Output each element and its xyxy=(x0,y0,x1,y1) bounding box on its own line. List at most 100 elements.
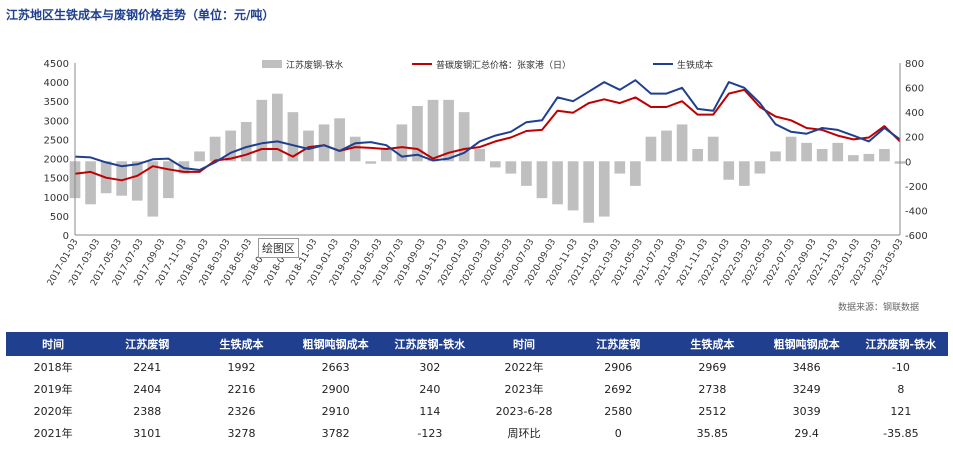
bar-mark xyxy=(536,161,548,199)
left-tick-label: 2000 xyxy=(44,155,69,166)
table-cell: 2216 xyxy=(227,382,256,396)
bar-mark xyxy=(707,136,719,162)
table-header-cell: 时间 xyxy=(476,332,572,356)
table-row: 2019年 2404 2216 2900 240 2023年 2692 2738 3249 8 xyxy=(6,378,948,400)
table-cell: 2023-6-28 xyxy=(495,404,553,418)
legend-label: 普碳废钢汇总价格：张家港（日） xyxy=(436,59,571,71)
bar-mark xyxy=(287,112,299,162)
bar-mark xyxy=(692,149,703,162)
table-header-cell: 江苏废钢-铁水 xyxy=(853,332,948,356)
table-cell: 2018年 xyxy=(33,361,73,374)
table-cell: 121 xyxy=(890,404,912,418)
table-cell: 2241 xyxy=(133,360,162,374)
bar-mark xyxy=(365,161,377,164)
table-cell: 2738 xyxy=(698,382,727,396)
table-cell: 8 xyxy=(897,382,905,396)
table-cell: 2692 xyxy=(604,382,633,396)
table-cell: 3486 xyxy=(792,360,821,374)
table-cell: 3782 xyxy=(321,426,350,440)
table-cell: 1992 xyxy=(227,360,256,374)
bar-mark xyxy=(583,161,595,223)
table-cell: 2969 xyxy=(698,360,727,374)
plot-area-tooltip: 绘图区 xyxy=(258,238,299,258)
bar-mark xyxy=(349,136,361,162)
table-cell: -10 xyxy=(891,360,910,374)
table-header-row: 时间 江苏废钢 生铁成本 粗钢吨钢成本 江苏废钢-铁水 时间 江苏废钢 生铁成本 粗钢吨钢成本江… xyxy=(6,332,948,356)
legend-label: 生铁成本 xyxy=(677,59,713,71)
table-cell: 2326 xyxy=(227,404,256,418)
legend-swatch xyxy=(262,60,282,68)
right-tick-label: 200 xyxy=(905,133,924,144)
table-cell: 302 xyxy=(419,360,441,374)
series-line xyxy=(74,88,901,182)
table-header-cell: 粗钢吨钢成本 xyxy=(288,332,383,356)
table-row: 2020年 2388 2326 2910 114 2023-6-28 2580 2512 303… xyxy=(6,400,948,422)
table-cell: 2021年 xyxy=(33,427,73,440)
bar-mark xyxy=(521,161,532,186)
left-tick-label: 4500 xyxy=(44,59,69,70)
bar-mark xyxy=(863,153,875,162)
series-line xyxy=(74,79,901,171)
bar-mark xyxy=(256,99,268,162)
bar-mark xyxy=(676,124,688,162)
right-tick-label: -200 xyxy=(905,182,928,193)
table-cell: 2910 xyxy=(321,404,350,418)
bar-mark xyxy=(645,136,657,162)
bar-mark xyxy=(770,151,781,162)
bar-mark xyxy=(272,93,283,162)
table-header-cell: 生铁成本 xyxy=(665,332,760,356)
bar-mark xyxy=(380,149,392,162)
right-tick-label: 600 xyxy=(905,84,924,95)
bar-mark xyxy=(458,112,470,162)
bar-mark xyxy=(738,161,750,186)
bar-mark xyxy=(209,136,221,162)
table-cell: 2022年 xyxy=(504,361,544,374)
table-cell: 2019年 xyxy=(33,383,73,396)
table-cell: 29.4 xyxy=(794,426,819,440)
table-row: 2018年 2241 1992 2663 302 2022年 2906 2969 3486 -10 xyxy=(6,356,948,378)
table-cell: 2580 xyxy=(604,404,633,418)
left-tick-label: 3000 xyxy=(44,116,69,127)
table-cell: 2020年 xyxy=(33,405,73,418)
bar-mark xyxy=(489,161,501,168)
right-tick-label: -400 xyxy=(905,206,928,217)
table-cell: 2512 xyxy=(698,404,727,418)
bar-mark xyxy=(832,142,844,162)
table-cell: 3039 xyxy=(792,404,821,418)
table-cell: 3101 xyxy=(133,426,162,440)
table-header-cell: 生铁成本 xyxy=(194,332,289,356)
table-header-cell: 江苏废钢 xyxy=(571,332,666,356)
bar-mark xyxy=(318,124,330,162)
table-cell: 2023年 xyxy=(504,383,544,396)
bar-mark xyxy=(474,149,486,162)
bar-mark xyxy=(116,161,128,196)
bar-mark xyxy=(630,161,641,186)
table-row: 2021年 3101 3278 3782 -123 周环比 0 35.85 29.4 -35.85 xyxy=(6,422,948,444)
table-header-cell: 粗钢吨钢成本 xyxy=(759,332,854,356)
summary-table: 时间 江苏废钢 生铁成本 粗钢吨钢成本 江苏废钢-铁水 时间 江苏废钢 生铁成本 粗钢吨钢成本江… xyxy=(6,332,948,444)
right-tick-label: -600 xyxy=(905,231,928,242)
table-header-cell: 江苏废钢-铁水 xyxy=(382,332,477,356)
bar-mark xyxy=(443,99,454,162)
bar-mark xyxy=(552,161,563,205)
table-cell: 3278 xyxy=(227,426,256,440)
bar-mark xyxy=(303,130,314,162)
bar-mark xyxy=(661,130,672,162)
table-cell: 35.85 xyxy=(696,426,729,440)
bar-mark xyxy=(225,130,237,162)
left-tick-label: 500 xyxy=(50,212,69,223)
bar-mark xyxy=(723,161,735,180)
bar-mark xyxy=(85,161,96,205)
right-tick-label: 0 xyxy=(905,157,911,168)
legend-label: 江苏废钢-铁水 xyxy=(286,59,343,71)
table-cell: 2388 xyxy=(133,404,162,418)
bar-mark xyxy=(194,151,205,162)
right-tick-label: 400 xyxy=(905,108,924,119)
bar-mark xyxy=(754,161,766,174)
bar-mark xyxy=(131,161,143,201)
bar-mark xyxy=(240,121,252,162)
bar-mark xyxy=(396,124,408,162)
table-header-cell: 江苏废钢 xyxy=(100,332,195,356)
left-tick-label: 3500 xyxy=(44,97,69,108)
table-cell: 240 xyxy=(419,382,441,396)
